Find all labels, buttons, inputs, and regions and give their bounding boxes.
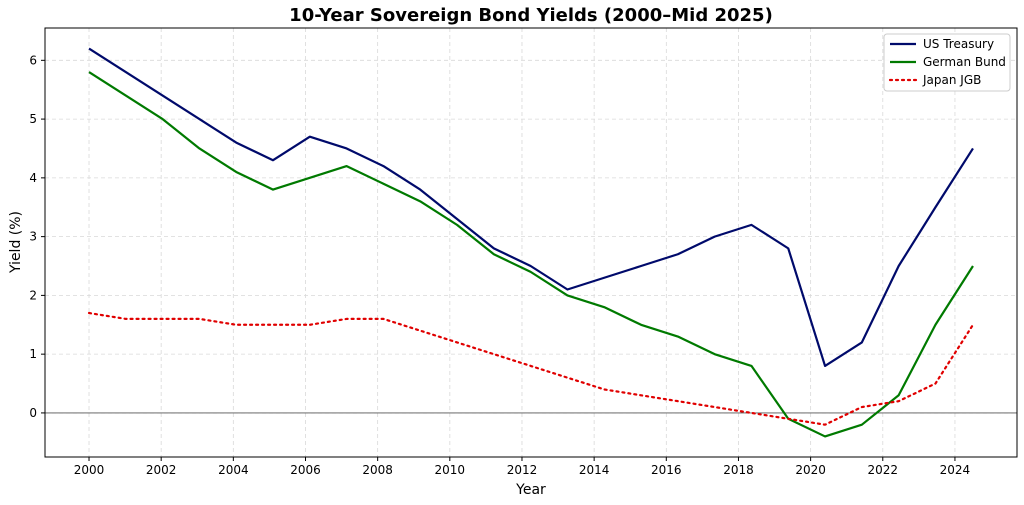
y-tick-label: 0 bbox=[29, 406, 37, 420]
plot-area bbox=[45, 28, 1017, 457]
x-tick-label: 2010 bbox=[435, 463, 466, 477]
legend: US Treasury German Bund Japan JGB bbox=[883, 33, 1011, 92]
legend-box bbox=[883, 33, 1011, 92]
legend-label: German Bund bbox=[923, 55, 1006, 69]
x-tick-label: 2022 bbox=[868, 463, 899, 477]
y-tick-label: 5 bbox=[29, 112, 37, 126]
x-axis-ticks: 2000 2002 2004 2006 2008 2010 2012 2014 2016 2018… bbox=[74, 457, 970, 477]
y-axis-label: Yield (%) bbox=[8, 211, 24, 274]
y-tick-label: 2 bbox=[29, 288, 37, 302]
legend-label: Japan JGB bbox=[922, 73, 981, 87]
x-tick-label: 2016 bbox=[651, 463, 682, 477]
x-tick-label: 2024 bbox=[940, 463, 971, 477]
x-tick-label: 2020 bbox=[795, 463, 826, 477]
y-tick-label: 1 bbox=[29, 347, 37, 361]
x-tick-label: 2004 bbox=[218, 463, 249, 477]
x-tick-label: 2000 bbox=[74, 463, 105, 477]
y-axis-ticks: 0 1 2 3 4 5 6 bbox=[29, 53, 45, 420]
chart-title: 10-Year Sovereign Bond Yields (2000–Mid … bbox=[289, 5, 773, 26]
series-line-japan-jgb bbox=[87, 311, 975, 426]
x-tick-label: 2006 bbox=[290, 463, 321, 477]
x-tick-label: 2018 bbox=[723, 463, 754, 477]
x-tick-label: 2012 bbox=[507, 463, 538, 477]
x-tick-label: 2002 bbox=[146, 463, 177, 477]
x-tick-label: 2008 bbox=[362, 463, 393, 477]
plot-frame bbox=[44, 27, 1018, 458]
legend-label: US Treasury bbox=[923, 37, 994, 51]
series-line-us-treasury bbox=[88, 47, 974, 368]
x-tick-label: 2014 bbox=[579, 463, 610, 477]
series-group bbox=[87, 47, 975, 438]
y-tick-label: 6 bbox=[29, 53, 37, 67]
x-axis-label: Year bbox=[515, 482, 546, 498]
series-line-german-bund bbox=[88, 71, 974, 438]
y-tick-label: 4 bbox=[29, 171, 37, 185]
y-tick-label: 3 bbox=[29, 230, 37, 244]
